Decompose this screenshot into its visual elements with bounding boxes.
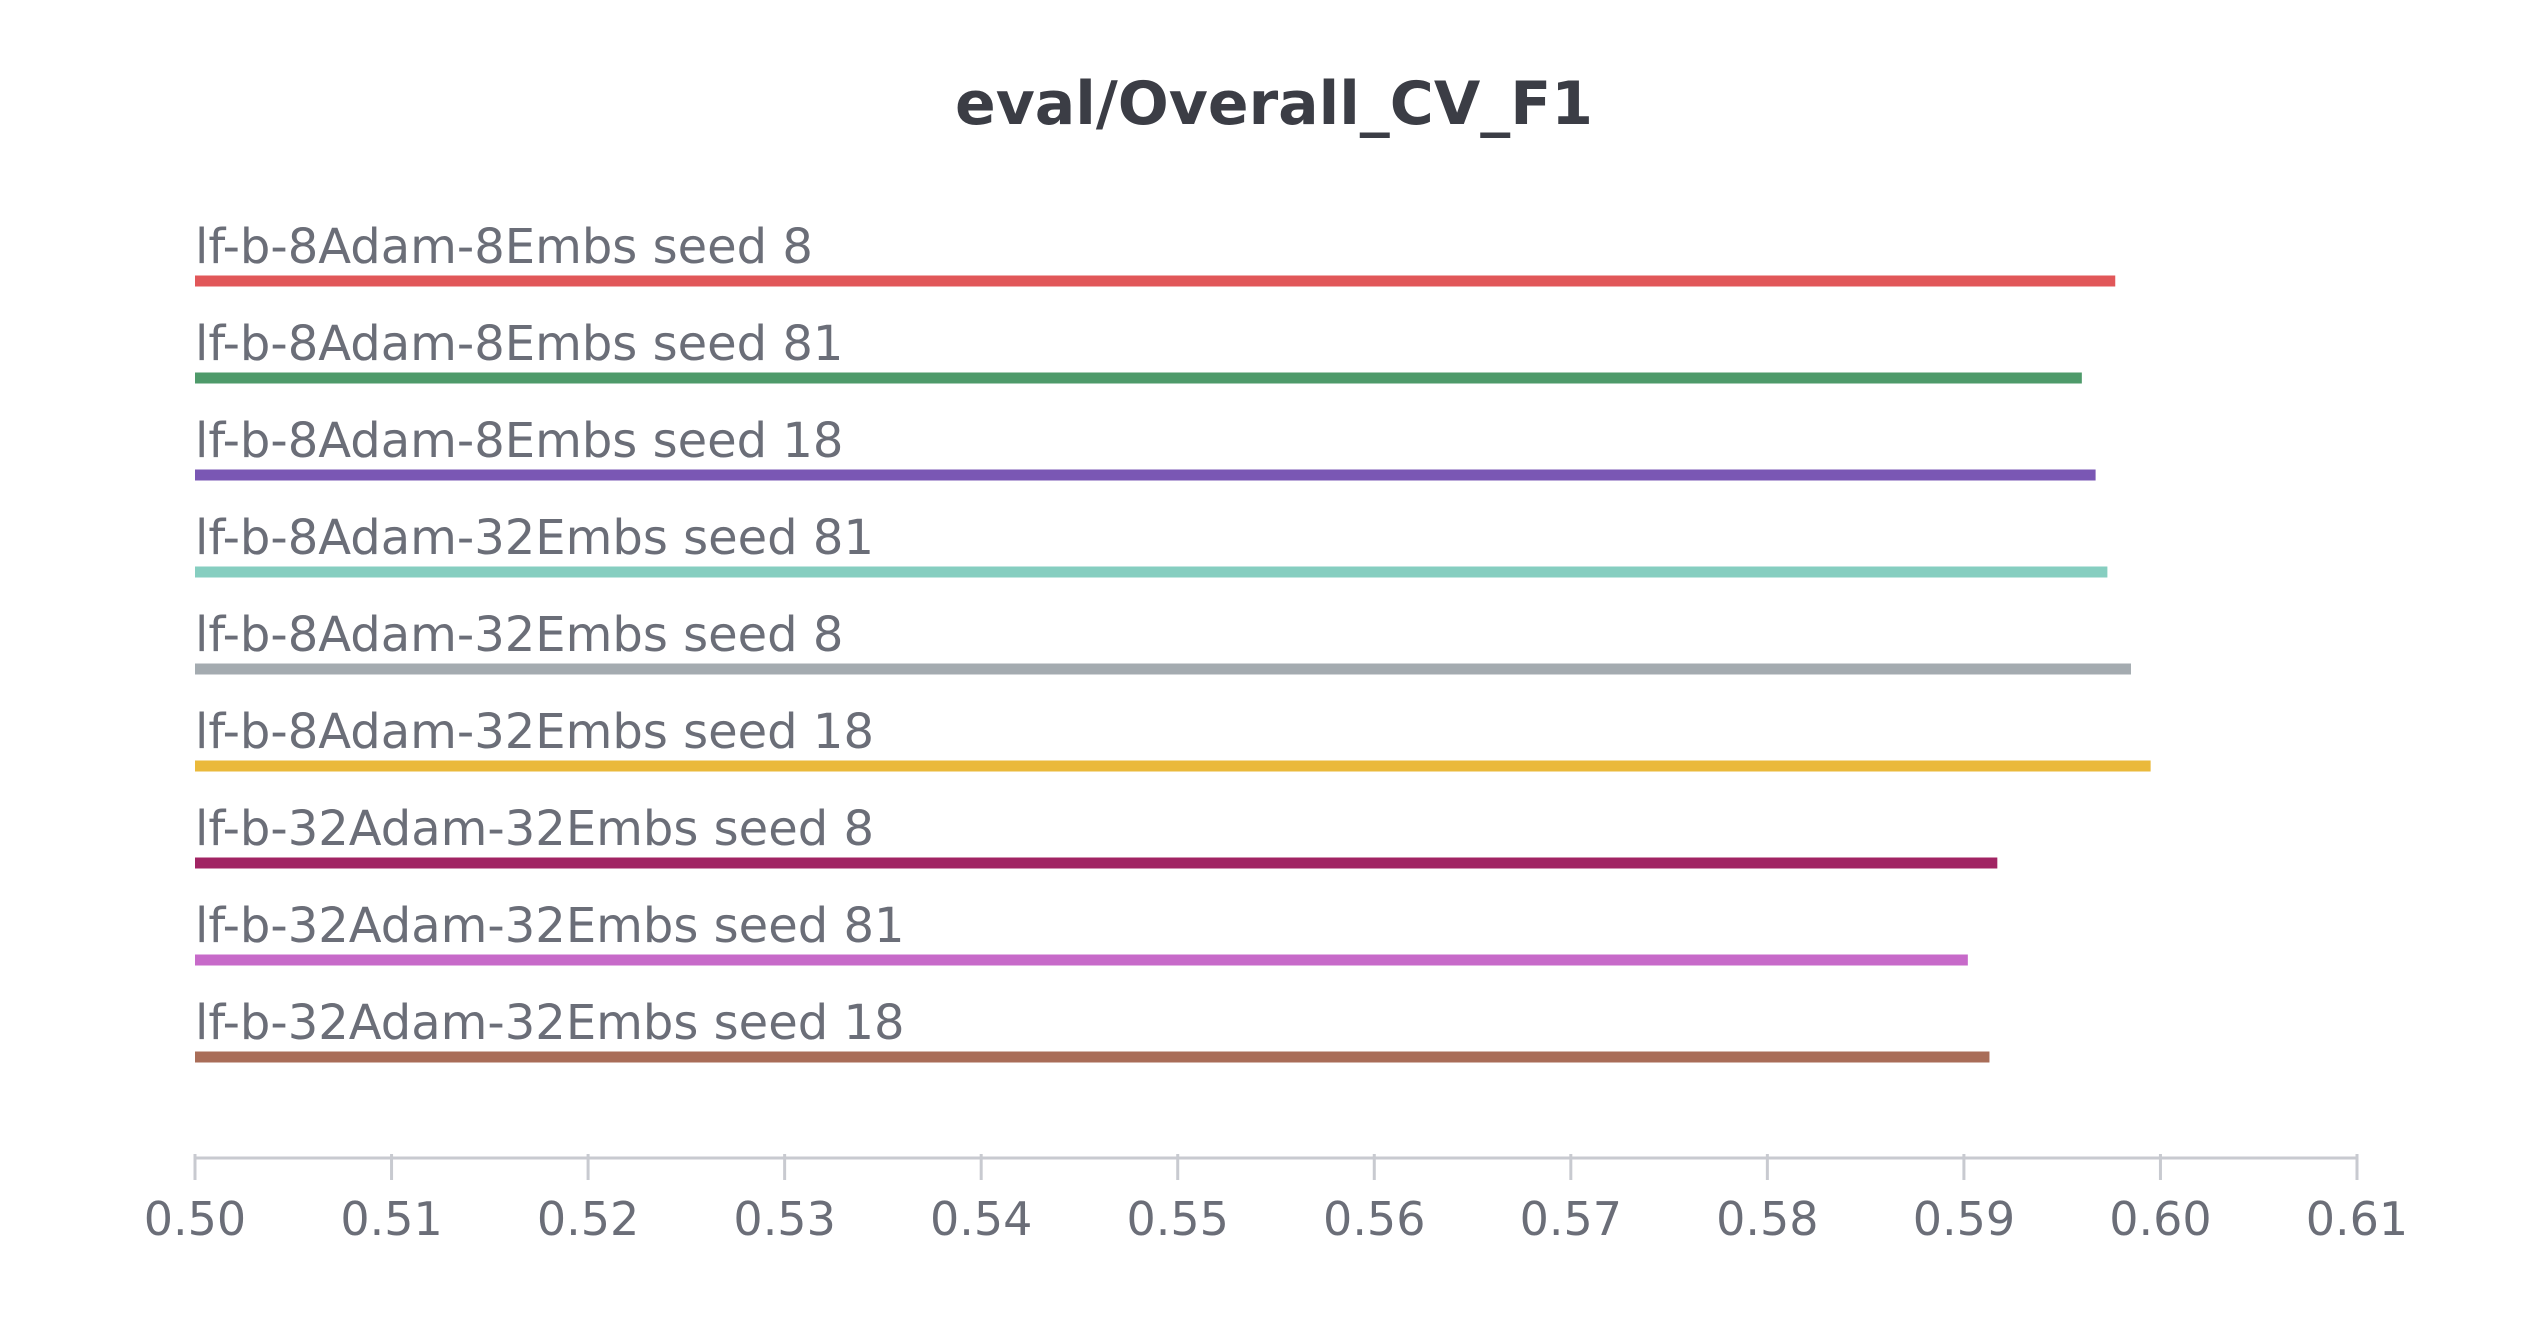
bar[interactable] <box>195 566 2108 578</box>
x-tick-label: 0.54 <box>930 1192 1032 1246</box>
bar-label: lf-b-8Adam-8Embs seed 81 <box>195 316 843 372</box>
x-tick-label: 0.53 <box>733 1192 835 1246</box>
x-tick-label: 0.52 <box>537 1192 639 1246</box>
bar-label: lf-b-8Adam-32Embs seed 18 <box>195 704 874 760</box>
bar[interactable] <box>195 275 2116 287</box>
x-tick-label: 0.58 <box>1716 1192 1818 1246</box>
x-tick-label: 0.60 <box>2109 1192 2211 1246</box>
x-tick-label: 0.61 <box>2306 1192 2408 1246</box>
bar-label: lf-b-32Adam-32Embs seed 81 <box>195 898 905 954</box>
x-tick-label: 0.51 <box>340 1192 442 1246</box>
bar-label: lf-b-8Adam-32Embs seed 81 <box>195 510 874 566</box>
bar[interactable] <box>195 469 2096 481</box>
bar-label: lf-b-8Adam-8Embs seed 8 <box>195 219 813 275</box>
x-tick-label: 0.57 <box>1520 1192 1622 1246</box>
x-tick-label: 0.50 <box>144 1192 246 1246</box>
bar-label: lf-b-8Adam-8Embs seed 18 <box>195 413 843 469</box>
bar[interactable] <box>195 372 2082 384</box>
chart-title: eval/Overall_CV_F1 <box>955 69 1593 139</box>
bar[interactable] <box>195 1051 1990 1063</box>
bars-group: lf-b-8Adam-8Embs seed 8 lf-b-8Adam-8Embs … <box>195 219 2151 1063</box>
x-tick-label: 0.55 <box>1127 1192 1229 1246</box>
bar[interactable] <box>195 954 1968 966</box>
bar-label: lf-b-32Adam-32Embs seed 18 <box>195 995 905 1051</box>
x-tick-label: 0.56 <box>1323 1192 1425 1246</box>
bar[interactable] <box>195 857 1998 869</box>
bar[interactable] <box>195 760 2151 772</box>
bar[interactable] <box>195 663 2131 675</box>
x-axis: 0.50 0.51 0.52 0.53 0.54 0.55 0.56 0.57 0.58 0.59… <box>144 1154 2408 1246</box>
bar-label: lf-b-8Adam-32Embs seed 8 <box>195 607 843 663</box>
bar-label: lf-b-32Adam-32Embs seed 8 <box>195 801 874 857</box>
x-tick-label: 0.59 <box>1913 1192 2015 1246</box>
